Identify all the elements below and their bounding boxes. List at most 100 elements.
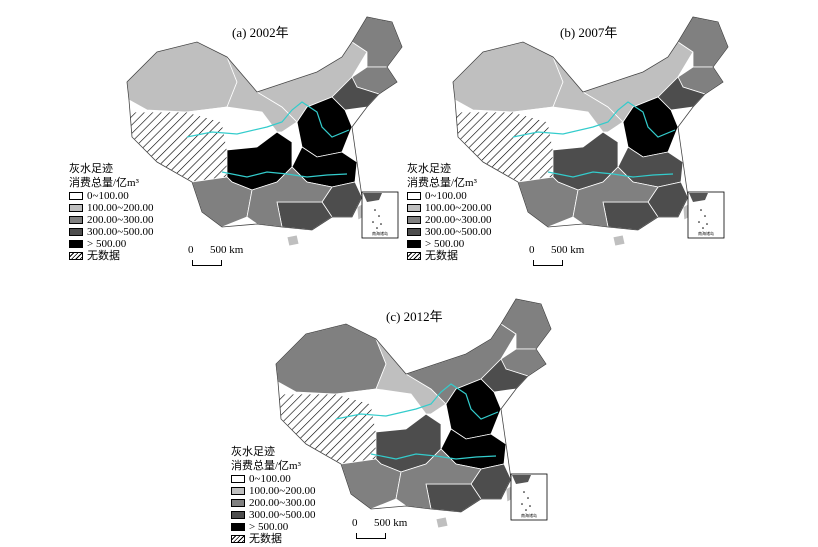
legend-label: 无数据 [87,250,120,262]
legend-swatch [231,511,245,519]
legend-label: 0~100.00 [249,473,291,485]
legend-item: > 500.00 [407,238,491,250]
legend-swatch [231,475,245,483]
legend-label: 200.00~300.00 [249,497,316,509]
legend-item: 100.00~200.00 [407,202,491,214]
legend-item-nodata: 无数据 [407,250,491,262]
legend-label: 100.00~200.00 [87,202,154,214]
yellow-river [186,101,350,138]
legend-swatch [407,216,421,224]
scale-zero: 0 [352,517,358,529]
region-south [246,166,333,228]
legend-label: 0~100.00 [87,190,129,202]
panel-title: (b) 2007年 [560,25,618,40]
legend-swatch [407,192,421,200]
legend-label: 无数据 [425,250,458,262]
scale-distance: 500 km [374,517,408,529]
inset-label: 南海诸岛 [521,512,537,518]
inset-label: 南海诸岛 [372,230,388,236]
legend-label: 200.00~300.00 [87,214,154,226]
legend-swatch [69,204,83,212]
south-china-sea-inset: 南海诸岛 [510,473,548,521]
legend-item: > 500.00 [231,521,315,533]
legend-item: 200.00~300.00 [231,497,315,509]
legend-item: 100.00~200.00 [69,202,153,214]
legend-swatch [69,192,83,200]
legend-title-line1: 灰水足迹 [69,163,113,175]
legend-swatch [407,204,421,212]
legend-item: 200.00~300.00 [69,214,153,226]
yangtze-river [370,453,497,460]
legend-title-line2: 消费总量/亿m³ [69,177,139,189]
legend: 灰水足迹 消费总量/亿m³ 0~100.00 100.00~200.00 200.0… [407,162,491,262]
legend-label: 100.00~200.00 [249,485,316,497]
legend-swatch [69,228,83,236]
country-outline [126,16,403,231]
legend-swatch [231,523,245,531]
legend-label: 300.00~500.00 [249,509,316,521]
legend: 灰水足迹 消费总量/亿m³ 0~100.00 100.00~200.00 200.0… [69,162,153,262]
legend-label: 300.00~500.00 [425,226,492,238]
legend-label: 200.00~300.00 [425,214,492,226]
legend-label: > 500.00 [87,238,127,250]
legend-swatch [231,487,245,495]
legend-item: 0~100.00 [69,190,153,202]
region-guangdong [425,483,482,513]
legend-item-nodata: 无数据 [231,533,315,545]
legend-label: > 500.00 [249,521,289,533]
legend-title-line1: 灰水足迹 [231,446,275,458]
region-guangdong [276,201,333,231]
region-south [395,448,482,510]
legend-swatch [69,240,83,248]
legend-item: 0~100.00 [231,473,315,485]
legend-title-line1: 灰水足迹 [407,163,451,175]
legend-label: 300.00~500.00 [87,226,154,238]
region-xinjiang [275,323,387,395]
china-map: 南海诸岛 [126,16,403,247]
south-china-sea-inset: 南海诸岛 [361,191,399,239]
region-hainan [286,234,300,247]
scale-zero: 0 [529,244,535,256]
legend-swatch-hatch [407,252,421,260]
china-map: 南海诸岛 [275,298,552,529]
country-outline [275,298,552,513]
legend-title-line2: 消费总量/亿m³ [407,177,477,189]
legend-item: > 500.00 [69,238,153,250]
yellow-river [512,101,676,138]
yangtze-river [221,171,348,178]
legend-label: 100.00~200.00 [425,202,492,214]
legend-label: > 500.00 [425,238,465,250]
legend-swatch [407,240,421,248]
scale-distance: 500 km [210,244,244,256]
legend-item: 300.00~500.00 [407,226,491,238]
scale-zero: 0 [188,244,194,256]
legend-swatch [407,228,421,236]
country-outline [452,16,729,231]
scale-distance: 500 km [551,244,585,256]
legend: 灰水足迹 消费总量/亿m³ 0~100.00 100.00~200.00 200.0… [231,445,315,545]
legend-swatch-hatch [69,252,83,260]
legend-swatch-hatch [231,535,245,543]
region-guangdong [602,201,659,231]
yellow-river [335,383,499,420]
legend-item-nodata: 无数据 [69,250,153,262]
legend-item: 100.00~200.00 [231,485,315,497]
legend-item: 200.00~300.00 [407,214,491,226]
legend-swatch [69,216,83,224]
legend-item: 300.00~500.00 [69,226,153,238]
region-hainan [612,234,626,247]
legend-item: 0~100.00 [407,190,491,202]
yangtze-river [547,171,674,178]
panel-title: (a) 2002年 [232,25,289,40]
south-china-sea-inset: 南海诸岛 [687,191,725,239]
china-map: 南海诸岛 [452,16,729,247]
region-xinjiang [126,41,238,113]
region-xinjiang [452,41,564,113]
inset-label: 南海诸岛 [698,230,714,236]
legend-label: 无数据 [249,533,282,545]
legend-title-line2: 消费总量/亿m³ [231,460,301,472]
legend-swatch [231,499,245,507]
legend-label: 0~100.00 [425,190,467,202]
region-south [572,166,659,228]
panel-title: (c) 2012年 [386,309,443,324]
